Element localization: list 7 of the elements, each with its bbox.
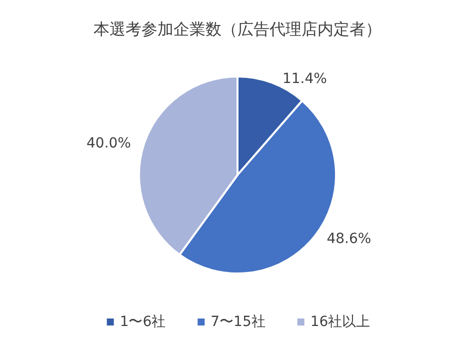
legend-label: 1〜6社	[120, 314, 166, 330]
chart-title: 本選考参加企業数（広告代理店内定者）	[94, 20, 382, 38]
data-label: 40.0%	[86, 135, 131, 152]
data-label: 11.4%	[282, 70, 327, 87]
legend-label: 7〜15社	[210, 314, 266, 330]
data-label: 48.6%	[326, 230, 372, 247]
legend-label: 16社以上	[310, 314, 370, 330]
